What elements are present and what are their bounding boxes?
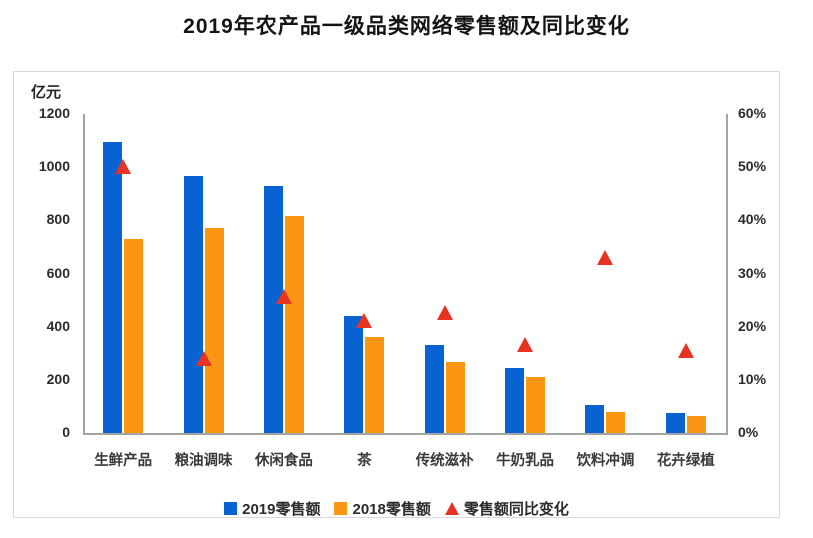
yoy-marker xyxy=(115,159,132,175)
right-axis-tick: 20% xyxy=(738,317,767,334)
yoy-marker xyxy=(275,289,292,305)
category-label: 粮油调味 xyxy=(174,453,233,469)
right-axis-tick: 40% xyxy=(738,211,767,228)
category-label: 饮料冲调 xyxy=(576,453,635,469)
yoy-marker xyxy=(677,342,694,358)
legend-label: 2018零售额 xyxy=(352,501,431,518)
left-axis-tick: 800 xyxy=(46,211,70,228)
bar-2019 xyxy=(505,367,525,433)
left-axis-tick: 200 xyxy=(46,370,70,387)
bottom-axis-line xyxy=(83,433,728,435)
category-label: 休闲食品 xyxy=(254,453,313,469)
bar-2019 xyxy=(585,405,605,433)
bar-2018 xyxy=(365,337,385,433)
legend-square-icon xyxy=(334,502,348,515)
right-axis-tick: 10% xyxy=(738,370,767,387)
yoy-marker xyxy=(517,337,534,353)
bar-2019 xyxy=(103,141,123,433)
left-axis-tick: 600 xyxy=(46,264,70,281)
bar-2019 xyxy=(424,345,444,433)
legend-label: 零售额同比变化 xyxy=(463,501,569,518)
bar-2018 xyxy=(204,228,224,433)
category-label: 茶 xyxy=(357,453,372,469)
left-axis-line xyxy=(83,114,85,433)
chart-card: 亿元 1200 1000 800 600 400 200 0 60% 50% 40% 30% 20% 1… xyxy=(13,71,780,518)
yoy-marker xyxy=(356,313,373,329)
left-axis-tick: 400 xyxy=(46,317,70,334)
yoy-marker xyxy=(195,350,212,366)
bar-2019 xyxy=(344,316,364,433)
right-axis-tick: 0% xyxy=(738,424,759,440)
yoy-marker xyxy=(597,249,614,265)
left-axis-tick: 0 xyxy=(62,424,70,440)
legend-item: 零售额同比变化 xyxy=(444,498,569,519)
bar-2019 xyxy=(263,185,283,433)
legend: 2019零售额 2018零售额 零售额同比变化 xyxy=(14,498,779,519)
bar-2018 xyxy=(606,411,626,433)
left-axis-unit-label: 亿元 xyxy=(31,84,62,101)
category-label: 生鲜产品 xyxy=(94,453,153,469)
bar-2019 xyxy=(183,176,203,433)
category-label: 牛奶乳品 xyxy=(496,453,555,469)
category-label: 花卉绿植 xyxy=(656,453,715,469)
plot-area: 1200 1000 800 600 400 200 0 60% 50% 40% 30% 20% 10% 0… xyxy=(14,72,779,517)
yoy-marker xyxy=(436,305,453,321)
legend-square-icon xyxy=(224,502,238,515)
legend-triangle-icon xyxy=(444,502,459,515)
bar-2019 xyxy=(665,413,685,433)
category-label: 传统滋补 xyxy=(415,453,474,469)
bar-2018 xyxy=(445,361,465,433)
right-axis-tick: 60% xyxy=(738,105,767,121)
right-axis-line xyxy=(726,114,728,433)
right-axis-tick: 50% xyxy=(738,158,767,175)
legend-item: 2018零售额 xyxy=(334,498,431,519)
left-axis-tick: 1200 xyxy=(38,105,70,121)
legend-label: 2019零售额 xyxy=(242,501,321,518)
bar-2018 xyxy=(526,377,546,433)
legend-item: 2019零售额 xyxy=(224,498,320,519)
bar-2018 xyxy=(686,415,706,433)
bar-2018 xyxy=(284,216,304,433)
left-axis-tick: 1000 xyxy=(38,158,70,175)
page-title: 2019年农产品一级品类网络零售额及同比变化 xyxy=(183,15,630,38)
right-axis-tick: 30% xyxy=(738,264,767,281)
bar-2018 xyxy=(124,238,144,433)
